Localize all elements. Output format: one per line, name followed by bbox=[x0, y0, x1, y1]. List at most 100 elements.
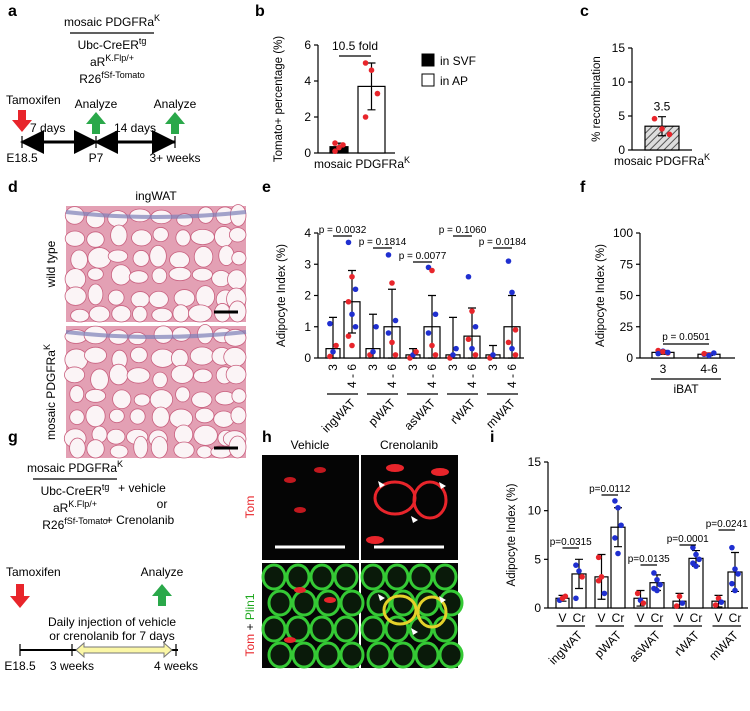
adipocyte bbox=[111, 265, 130, 285]
annotation: 10.5 fold bbox=[332, 39, 378, 53]
group-label: rWAT bbox=[671, 628, 702, 659]
data-point bbox=[680, 600, 686, 606]
genotype-line-main: aR bbox=[53, 501, 69, 515]
data-point bbox=[386, 252, 392, 258]
adipocyte bbox=[133, 250, 149, 266]
x-tick-label: 4 - 6 bbox=[345, 364, 359, 388]
adipocyte bbox=[110, 445, 128, 458]
y-tick-label: 100 bbox=[613, 226, 633, 240]
data-point bbox=[375, 91, 381, 97]
adipocyte bbox=[86, 405, 105, 426]
y-tick-label: 2 bbox=[304, 289, 311, 303]
row-label-main: mosaic PDGFRa bbox=[44, 350, 58, 440]
y-tick-label: 50 bbox=[620, 289, 634, 303]
row-label-part: Plin1 bbox=[243, 593, 257, 620]
y-tick-label: 5 bbox=[534, 552, 541, 566]
column-label: Crenolanib bbox=[380, 438, 438, 452]
adipocyte bbox=[154, 326, 173, 344]
data-point bbox=[363, 60, 369, 66]
plin1-cell bbox=[368, 643, 390, 667]
data-point bbox=[506, 340, 512, 346]
panel-label: f bbox=[580, 179, 586, 196]
data-point bbox=[373, 324, 379, 330]
y-axis-label: Adipocyte Index (%) bbox=[595, 244, 607, 347]
adipocyte bbox=[192, 268, 212, 281]
p-value: p = 0.1060 bbox=[439, 225, 487, 236]
data-point bbox=[693, 552, 699, 558]
adipocyte bbox=[190, 347, 214, 365]
plin1-cell bbox=[269, 591, 291, 615]
adipocyte bbox=[149, 291, 168, 307]
p-value: p = 0.0032 bbox=[319, 225, 367, 236]
genotype-line-sup: tg bbox=[139, 36, 147, 46]
row-label-part: Tom bbox=[243, 496, 257, 519]
x-tick-label: 3 bbox=[446, 364, 460, 371]
data-point bbox=[641, 600, 647, 606]
x-axis-label-sup: K bbox=[704, 152, 710, 162]
adipocyte bbox=[88, 248, 111, 269]
data-point bbox=[729, 581, 735, 587]
plin1-cell bbox=[263, 565, 285, 589]
data-point bbox=[665, 350, 671, 356]
data-point bbox=[711, 350, 717, 356]
y-tick-label: 0 bbox=[304, 146, 311, 160]
x-tick-label: 3 bbox=[366, 364, 380, 371]
data-point bbox=[332, 140, 338, 146]
adipocyte bbox=[152, 407, 169, 427]
adipocyte bbox=[153, 227, 168, 241]
tomato-signal bbox=[386, 464, 404, 472]
group-label: mWAT bbox=[706, 628, 741, 663]
row-label-part: Tom bbox=[243, 634, 257, 657]
adipocyte bbox=[230, 204, 246, 226]
y-tick-label: 75 bbox=[620, 257, 634, 271]
x-tick-label: Cr bbox=[729, 611, 742, 625]
data-point bbox=[429, 268, 435, 274]
adipocyte bbox=[194, 246, 213, 267]
panel-label: g bbox=[8, 429, 18, 446]
group-label: rWAT bbox=[447, 396, 478, 427]
plin1-cell bbox=[311, 565, 333, 589]
y-tick-label: 10 bbox=[612, 75, 626, 89]
genotype-line: R26fSf-Tomato bbox=[42, 516, 108, 532]
group-label: asWAT bbox=[626, 628, 663, 665]
y-axis-label: % recombination bbox=[591, 56, 603, 142]
p-value: p = 0.0077 bbox=[399, 251, 447, 262]
p-value: p = 0.0501 bbox=[662, 332, 710, 343]
data-point bbox=[389, 340, 395, 346]
adipocyte bbox=[108, 290, 124, 305]
data-point bbox=[573, 562, 579, 568]
data-point bbox=[635, 591, 641, 597]
adipocyte bbox=[88, 268, 104, 280]
x-axis-label-main: mosaic PDGFRa bbox=[614, 154, 704, 168]
legend-swatch bbox=[422, 54, 434, 66]
adipocyte bbox=[176, 387, 190, 402]
adipocyte bbox=[153, 372, 168, 388]
group-label: pWAT bbox=[592, 628, 625, 661]
y-tick-label: 15 bbox=[528, 455, 542, 469]
adipocyte bbox=[196, 286, 215, 308]
y-axis-label: Adipocyte Index (%) bbox=[276, 244, 288, 347]
group-label: mWAT bbox=[483, 396, 518, 431]
column-label: Vehicle bbox=[291, 438, 330, 452]
data-point bbox=[466, 274, 472, 280]
tomato-signal bbox=[366, 536, 384, 544]
data-point bbox=[659, 126, 665, 132]
data-point bbox=[677, 594, 683, 600]
data-point bbox=[706, 353, 712, 359]
data-point bbox=[473, 352, 479, 358]
x-tick-label: 4-6 bbox=[700, 362, 718, 376]
genotype-line-sup: tg bbox=[102, 482, 110, 492]
data-point bbox=[732, 566, 738, 572]
adipocyte bbox=[85, 347, 107, 363]
data-point bbox=[654, 588, 660, 594]
data-point bbox=[657, 582, 663, 588]
adipocyte bbox=[131, 347, 148, 363]
data-point bbox=[612, 498, 618, 504]
adipocyte bbox=[70, 438, 86, 458]
plin1-cell bbox=[335, 565, 357, 589]
x-tick-label: V bbox=[714, 611, 722, 625]
group-label: asWAT bbox=[401, 396, 438, 433]
adipocyte bbox=[151, 349, 174, 367]
y-tick-label: 15 bbox=[612, 41, 626, 55]
